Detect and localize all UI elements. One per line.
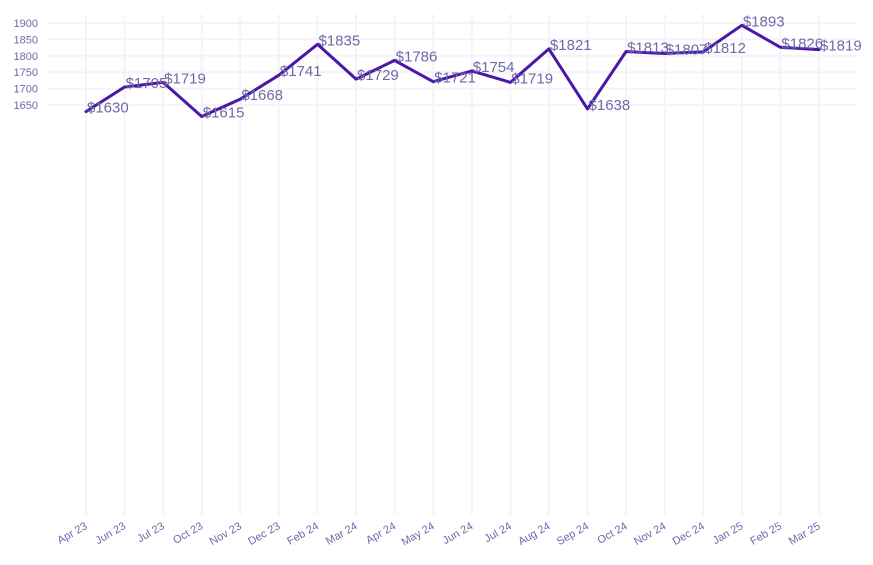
data-label: $1668 [241,87,283,104]
data-label: $1826 [781,35,823,52]
x-tick-label: Mar 25 [787,520,823,548]
x-tick-label: Mar 24 [324,520,360,548]
y-tick-label: 1850 [14,34,38,46]
x-tick-label: Apr 23 [55,520,89,547]
data-label: $1721 [434,70,476,87]
y-axis-tick-labels: 1650 1700 1750 1800 1850 1900 [14,18,38,112]
x-tick-label: Jul 24 [482,520,513,545]
data-label: $1705 [126,75,168,92]
x-tick-label: Jan 25 [711,520,746,547]
data-label: $1835 [318,32,360,49]
data-label: $1615 [203,104,245,121]
data-label: $1719 [164,70,206,87]
x-tick-label: Apr 24 [364,520,398,547]
data-label: $1813 [627,40,669,57]
x-tick-label: Aug 24 [516,520,552,548]
data-label: $1754 [473,59,515,76]
x-tick-label: Sep 24 [555,520,591,548]
data-labels: $1630$1705$1719$1615$1668$1741$1835$1729… [87,13,862,121]
data-label: $1638 [589,97,631,114]
y-tick-label: 1900 [14,18,38,30]
data-label: $1893 [743,13,785,30]
data-label: $1821 [550,37,592,54]
y-tick-label: 1750 [14,67,38,79]
data-label: $1807 [666,42,708,59]
series-line [84,23,821,118]
data-label: $1729 [357,67,399,84]
x-tick-label: Nov 24 [632,520,668,548]
x-tick-label: Jun 23 [93,520,128,547]
data-label: $1719 [511,70,553,87]
y-tick-label: 1700 [14,84,38,96]
x-axis-tick-labels: Apr 23 Jun 23 Jul 23 Oct 23 Nov 23 Dec 23 Feb … [55,520,822,548]
data-label: $1630 [87,100,129,117]
x-tick-label: Nov 23 [208,520,244,548]
x-tick-label: Jul 23 [135,520,166,545]
series-line-group [84,23,821,118]
x-tick-label: May 24 [399,520,436,548]
data-label: $1812 [704,40,746,57]
gridlines [48,14,857,515]
data-label: $1741 [280,63,322,80]
data-label: $1819 [820,38,862,55]
x-tick-label: Feb 25 [748,520,784,548]
y-tick-label: 1800 [14,51,38,63]
x-tick-label: Feb 24 [285,520,321,548]
x-tick-label: Dec 24 [671,520,707,548]
data-label: $1786 [396,48,438,65]
x-tick-label: Oct 23 [171,520,205,547]
x-tick-label: Oct 24 [596,520,630,547]
x-tick-label: Jun 24 [441,520,476,547]
y-tick-label: 1650 [14,100,38,112]
x-tick-label: Dec 23 [246,520,282,548]
